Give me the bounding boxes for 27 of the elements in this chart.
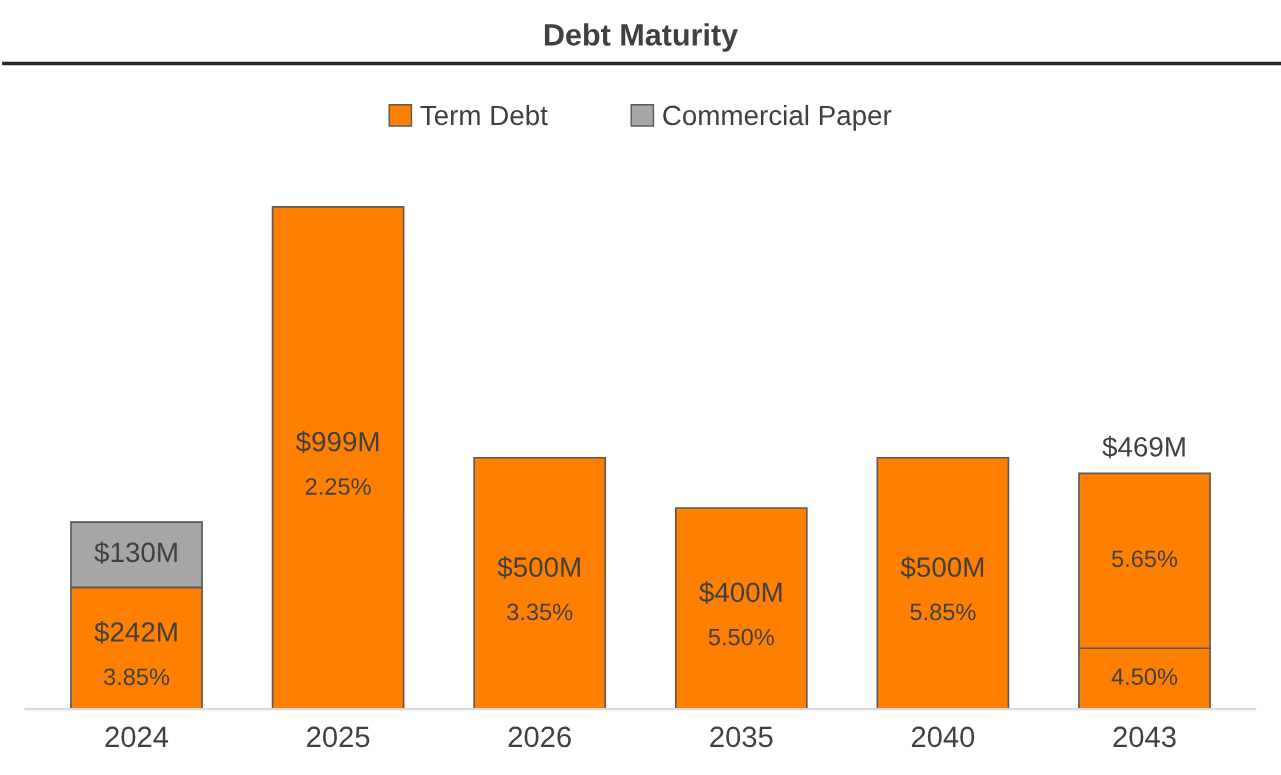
legend-label: Commercial Paper [663, 104, 892, 131]
data-label: $400M [699, 581, 782, 604]
data-label: $500M [497, 556, 580, 579]
total-label: $469M [1102, 435, 1185, 459]
bar [473, 456, 607, 710]
chart-title: Debt Maturity [544, 23, 738, 52]
annotation: 5.85% [910, 603, 976, 621]
annotation: 4.50% [1111, 668, 1178, 686]
data-label: $500M [900, 556, 984, 579]
x-tick-label: 2043 [1113, 726, 1176, 748]
data-label: $130M [94, 541, 177, 564]
annotation: 3.85% [103, 668, 170, 686]
legend-label: Term Debt [420, 104, 548, 126]
x-tick-label: 2025 [307, 726, 370, 748]
annotation: 3.35% [507, 603, 573, 621]
x-tick-label: 2026 [508, 726, 571, 748]
annotation: 5.65% [1111, 550, 1178, 568]
data-label: $242M [94, 621, 177, 644]
bar [876, 456, 1010, 710]
x-tick-label: 2035 [710, 726, 773, 748]
x-tick-label: 2040 [911, 726, 975, 748]
annotation: 2.25% [305, 478, 371, 495]
annotation: 5.50% [708, 628, 774, 646]
bar [674, 507, 808, 710]
x-tick-label: 2024 [105, 726, 169, 748]
data-label: $999M [295, 430, 379, 454]
bar [271, 205, 405, 710]
